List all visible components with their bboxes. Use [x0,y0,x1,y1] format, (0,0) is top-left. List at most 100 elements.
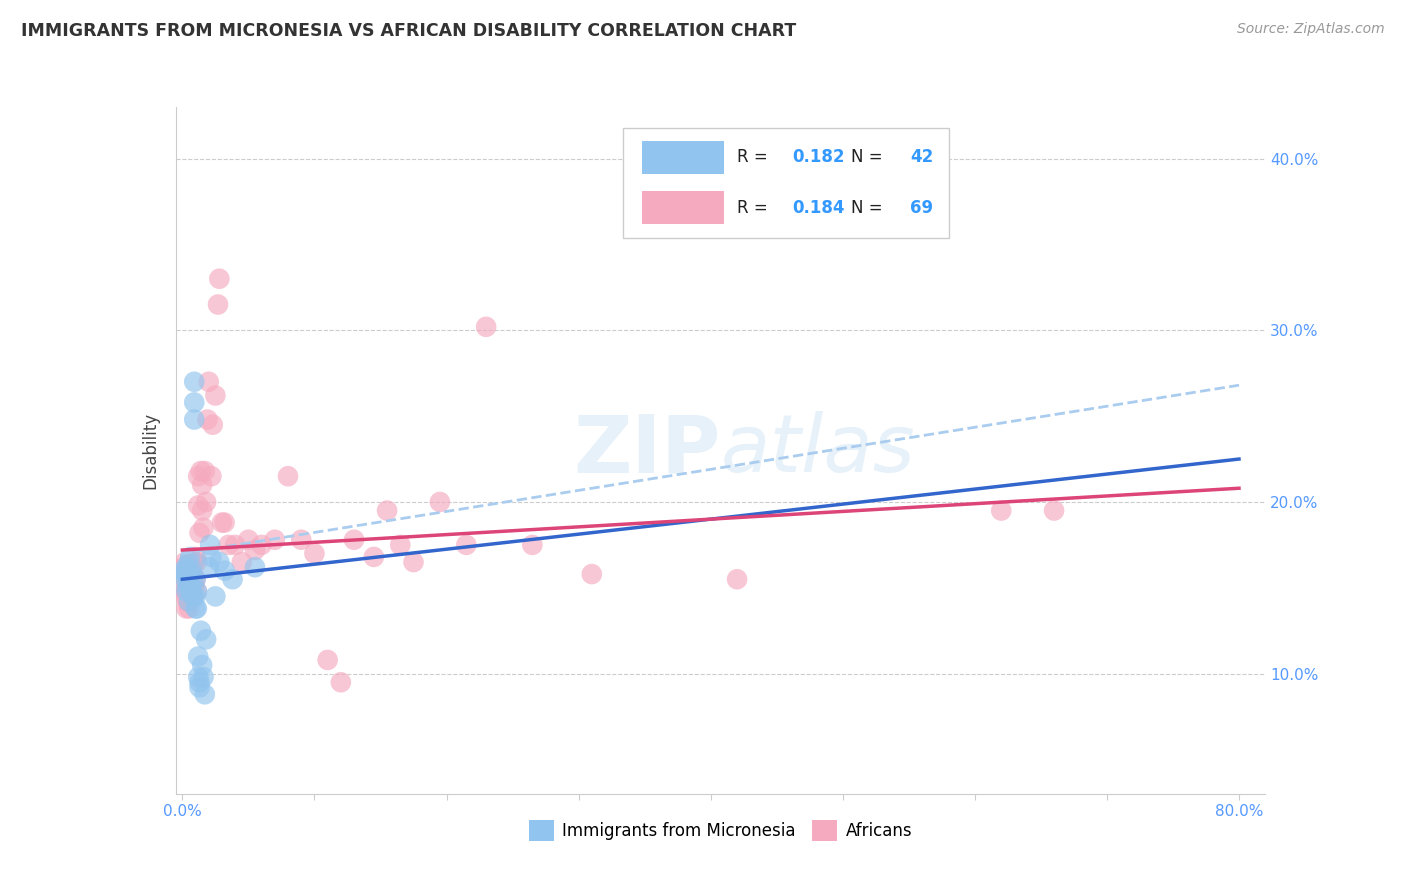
Point [243,543,266,558]
Point [181,590,204,604]
Point [176,584,198,599]
Point [174,567,197,582]
Point [190,464,212,478]
Point [456,538,478,552]
Point [176,601,198,615]
Point [224,538,246,552]
Point [183,577,205,591]
Point [176,577,198,591]
Point [277,469,299,483]
Point [177,584,200,599]
Point [214,564,236,578]
Point [429,495,451,509]
Text: ZIP: ZIP [574,411,721,490]
Point [198,538,221,552]
Point [176,564,198,578]
Point [186,601,208,615]
Legend: Immigrants from Micronesia, Africans: Immigrants from Micronesia, Africans [522,814,920,847]
Point [214,516,236,530]
Point [177,555,200,569]
Point [402,555,425,569]
Point [197,412,219,426]
Text: 0.182: 0.182 [793,148,845,166]
Point [183,412,205,426]
Text: atlas: atlas [721,411,915,490]
Point [187,469,209,483]
Point [207,297,229,311]
Point [186,584,208,599]
Text: 69: 69 [910,199,934,217]
Point [191,503,214,517]
Point [204,388,226,402]
Point [475,319,498,334]
Point [304,546,326,561]
Point [176,567,198,582]
Point [180,560,202,574]
Point [187,670,209,684]
Point [174,572,197,586]
Point [184,549,207,564]
FancyBboxPatch shape [643,141,724,174]
Point [725,572,748,586]
Point [204,590,226,604]
Text: N =: N = [852,148,889,166]
Point [194,464,217,478]
Point [183,395,205,409]
Point [375,503,398,517]
Point [188,675,211,690]
Point [194,687,217,701]
FancyBboxPatch shape [643,192,724,225]
Point [200,469,222,483]
Text: N =: N = [852,199,889,217]
Point [176,584,198,599]
Point [200,549,222,564]
Point [191,478,214,492]
Point [211,516,233,530]
Point [186,555,208,569]
Text: R =: R = [737,148,773,166]
Point [181,567,204,582]
Point [184,590,207,604]
Point [193,521,215,535]
Point [238,533,260,547]
Y-axis label: Disability: Disability [142,412,160,489]
Point [180,584,202,599]
Point [190,624,212,638]
Point [184,572,207,586]
Text: Source: ZipAtlas.com: Source: ZipAtlas.com [1237,22,1385,37]
Point [195,632,218,647]
Point [181,590,204,604]
Point [221,572,243,586]
Point [197,560,219,574]
Point [186,584,208,599]
Point [191,658,214,673]
Text: R =: R = [737,199,773,217]
Point [177,577,200,591]
Point [329,675,352,690]
Point [581,567,603,582]
Point [184,572,207,586]
Point [174,572,197,586]
Point [193,670,215,684]
Point [183,375,205,389]
Point [179,567,201,582]
Point [187,649,209,664]
Point [179,549,201,564]
Text: IMMIGRANTS FROM MICRONESIA VS AFRICAN DISABILITY CORRELATION CHART: IMMIGRANTS FROM MICRONESIA VS AFRICAN DI… [21,22,796,40]
Point [363,549,385,564]
Point [176,560,198,574]
Point [187,499,209,513]
Point [990,503,1012,517]
Point [188,525,211,540]
Point [231,555,253,569]
Point [243,560,266,574]
Point [197,375,219,389]
Text: 0.184: 0.184 [793,199,845,217]
Point [184,601,207,615]
Point [177,564,200,578]
Point [176,581,198,595]
Point [177,601,200,615]
Point [177,594,200,608]
Point [522,538,544,552]
Point [173,584,195,599]
